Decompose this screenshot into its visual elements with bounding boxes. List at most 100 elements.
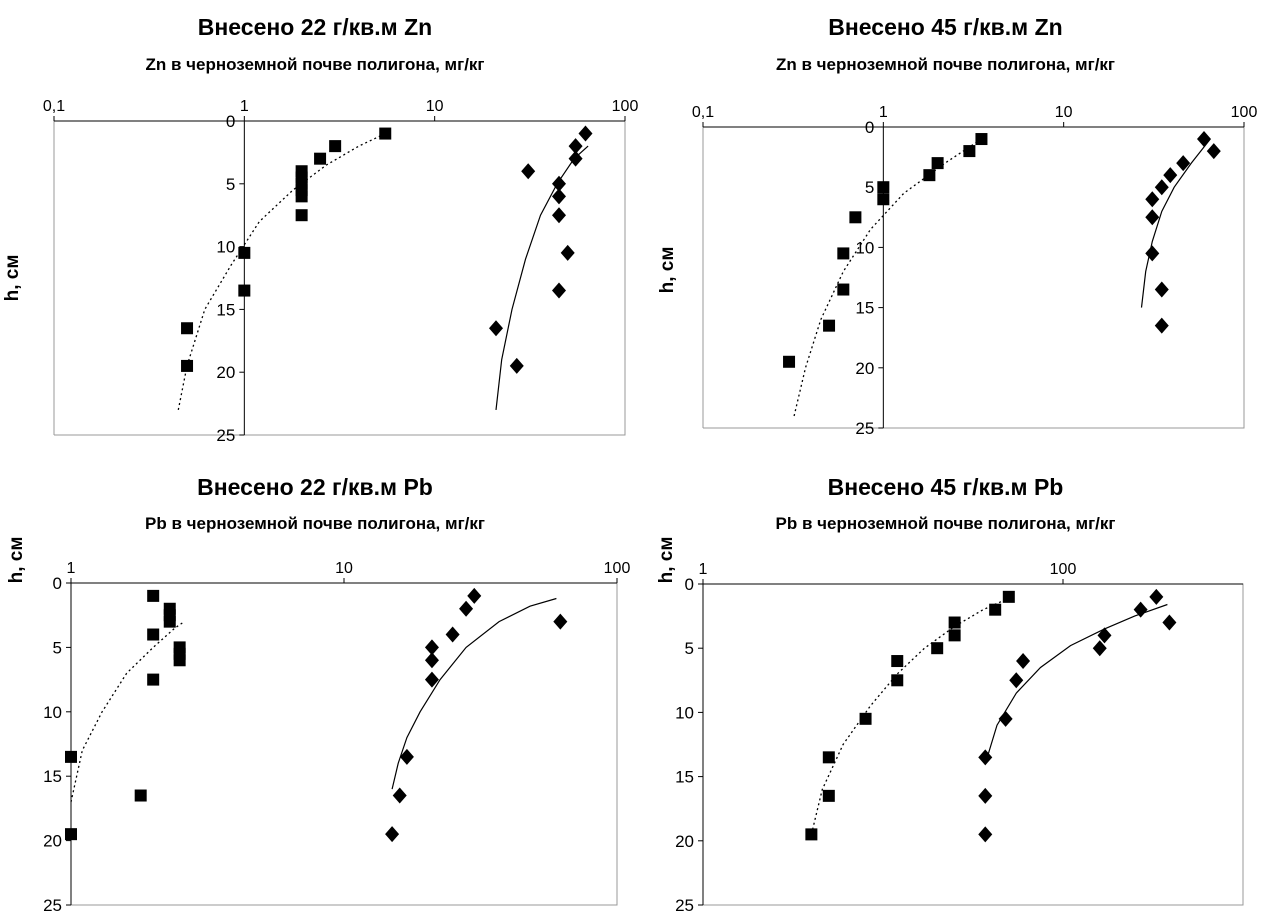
data-point-square: [975, 133, 988, 146]
data-point-square: [822, 751, 835, 764]
data-point-diamond: [521, 163, 536, 180]
chart-title: Внесено 45 г/кв.м Zn: [828, 14, 1063, 40]
data-point-diamond: [978, 787, 993, 804]
data-point-square: [963, 145, 976, 158]
x-tick-label: 100: [1050, 561, 1077, 578]
data-point-diamond: [553, 613, 568, 630]
data-point-diamond: [978, 749, 993, 766]
chart-panel-zn-22: Внесено 22 г/кв.м Zn Zn в черноземной по…: [0, 0, 638, 445]
data-point-diamond: [424, 671, 439, 688]
data-point-square: [147, 628, 160, 641]
y-axis-label: h, см: [6, 537, 27, 584]
data-point-square: [837, 283, 850, 296]
trendline-solid: [984, 603, 1168, 764]
y-axis-label: h, см: [657, 247, 678, 294]
y-tick-label: 15: [43, 767, 62, 786]
data-point-square: [923, 169, 936, 182]
data-point-diamond: [1145, 245, 1160, 262]
y-tick-label: 25: [855, 419, 874, 438]
data-point-square: [1002, 590, 1015, 603]
data-point-diamond: [1154, 317, 1169, 334]
y-tick-label: 5: [53, 638, 62, 657]
data-point-diamond: [578, 125, 593, 142]
x-tick-label: 100: [604, 560, 631, 577]
x-axis-title: Pb в черноземной почве полигона, мг/кг: [145, 514, 485, 533]
data-point-diamond: [1016, 653, 1031, 670]
chart-title: Внесено 45 г/кв.м Pb: [827, 474, 1064, 500]
chart-panel-pb-45: Внесено 45 г/кв.м Pb Pb в черноземной по…: [630, 460, 1261, 913]
data-point-square: [65, 750, 77, 763]
y-tick-label: 20: [855, 359, 874, 378]
data-point-square: [147, 589, 160, 602]
data-point-diamond: [1154, 281, 1169, 298]
data-point-diamond: [1162, 614, 1177, 631]
data-point-diamond: [1154, 179, 1169, 196]
data-point-square: [238, 246, 251, 259]
data-point-diamond: [1133, 601, 1148, 618]
data-point-square: [238, 284, 251, 297]
data-point-square: [948, 629, 961, 642]
y-tick-label: 10: [675, 703, 694, 722]
x-axis-title: Zn в черноземной почве полигона, мг/кг: [145, 55, 485, 74]
x-tick-label: 1: [699, 561, 708, 578]
data-point-diamond: [551, 188, 566, 205]
data-point-diamond: [1196, 131, 1211, 148]
x-tick-label: 1: [67, 560, 76, 577]
trendline-dotted: [793, 138, 982, 417]
data-point-diamond: [445, 626, 460, 643]
y-tick-label: 25: [216, 426, 235, 445]
data-point-square: [329, 140, 342, 153]
data-point-diamond: [551, 175, 566, 192]
data-point-diamond: [488, 320, 503, 337]
x-tick-label: 1: [240, 98, 249, 115]
trendline-dotted: [70, 621, 185, 803]
y-tick-label: 10: [216, 238, 235, 257]
data-point-square: [859, 712, 872, 725]
x-axis-title: Pb в черноземной почве полигона, мг/кг: [775, 514, 1116, 533]
x-tick-label: 0,1: [43, 98, 65, 115]
y-tick-label: 5: [226, 175, 235, 194]
chart-plot-zn-45: 0,1 1 10 100 0 5 10 15 20 25 h, см: [657, 104, 1258, 438]
data-point-diamond: [1163, 167, 1178, 184]
data-point-square: [837, 247, 850, 260]
data-point-diamond: [385, 826, 400, 843]
chart-panel-pb-22: Внесено 22 г/кв.м Pb Pb в черноземной по…: [0, 460, 630, 913]
y-tick-label: 0: [226, 112, 235, 131]
data-point-square: [134, 789, 147, 802]
data-point-square: [877, 193, 890, 206]
chart-panel-zn-45: Внесено 45 г/кв.м Zn Zn в черноземной по…: [630, 0, 1261, 445]
x-tick-label: 10: [1055, 104, 1073, 121]
x-tick-label: 100: [1231, 104, 1258, 121]
data-point-diamond: [424, 639, 439, 656]
y-tick-label: 0: [53, 574, 62, 593]
data-point-diamond: [392, 787, 407, 804]
x-tick-label: 1: [879, 104, 888, 121]
data-point-square: [931, 157, 944, 170]
y-tick-label: 0: [685, 575, 694, 594]
y-tick-label: 25: [43, 896, 62, 913]
trendline-dotted: [177, 133, 386, 411]
data-point-square: [163, 615, 176, 628]
plot-area-border: [703, 583, 1244, 906]
y-tick-label: 15: [216, 300, 235, 319]
x-tick-label: 10: [335, 560, 353, 577]
data-point-square: [877, 181, 890, 194]
chart-title: Внесено 22 г/кв.м Zn: [197, 14, 433, 40]
data-point-diamond: [1176, 155, 1191, 172]
chart-plot-pb-45: 1 100 0 5 10 15 20 25 h, см: [656, 537, 1244, 913]
data-point-diamond: [1206, 143, 1221, 160]
data-point-diamond: [568, 150, 583, 167]
y-tick-label: 15: [675, 768, 694, 787]
y-tick-label: 5: [685, 639, 694, 658]
trendline-solid: [391, 597, 557, 790]
data-point-square: [891, 674, 904, 687]
y-tick-label: 25: [675, 896, 694, 913]
chart-title: Внесено 22 г/кв.м Pb: [197, 474, 433, 500]
data-point-diamond: [1145, 191, 1160, 208]
chart-plot-zn-22: 0,1 1 10 100 0 5 10 15 20 25 h, см: [2, 98, 638, 445]
data-point-diamond: [1097, 627, 1112, 644]
data-point-square: [823, 319, 836, 332]
data-point-diamond: [568, 138, 583, 155]
y-tick-label: 20: [216, 363, 235, 382]
y-tick-label: 5: [865, 178, 874, 197]
